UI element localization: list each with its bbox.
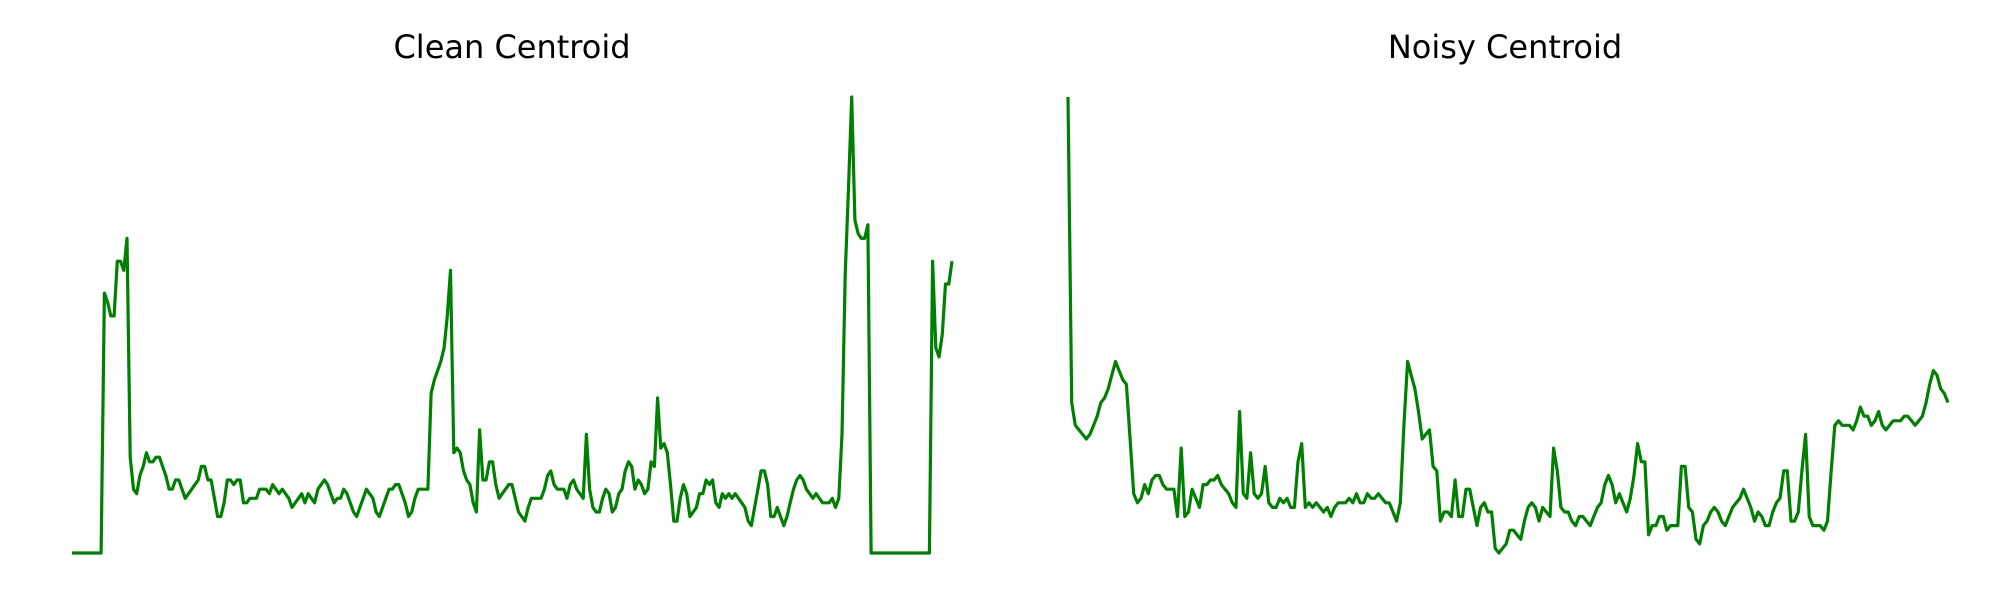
noisy-centroid-line xyxy=(1066,96,1950,555)
clean-centroid-title: Clean Centroid xyxy=(393,28,630,66)
chart-clean-centroid: Clean Centroid xyxy=(72,28,954,555)
clean-centroid-line xyxy=(72,95,954,555)
chart-noisy-centroid: Noisy Centroid xyxy=(1066,28,1950,555)
noisy-centroid-title: Noisy Centroid xyxy=(1388,28,1622,66)
